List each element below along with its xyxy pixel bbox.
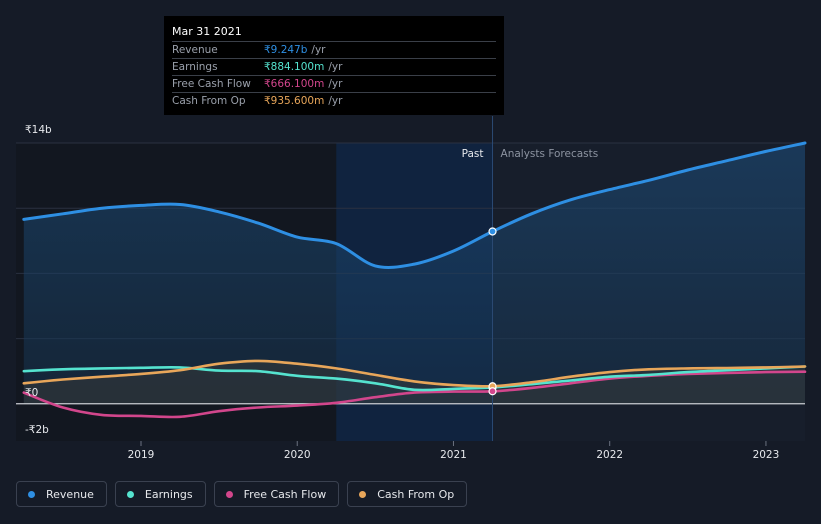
- cash-from-op-dot-icon: [359, 490, 367, 498]
- x-tick-label: 2021: [440, 449, 467, 461]
- x-tick-label: 2022: [596, 449, 623, 461]
- legend-item-revenue[interactable]: Revenue: [16, 481, 107, 507]
- tooltip-row-cash-from-op: Cash From Op ₹935.600m /yr: [172, 92, 496, 109]
- revenue-area: [23, 143, 806, 404]
- tooltip-unit: /yr: [311, 44, 326, 56]
- series-line-free-cash-flow: [22, 370, 807, 419]
- tooltip-unit: /yr: [328, 95, 343, 107]
- tooltip-value: ₹935.600m: [264, 95, 325, 107]
- x-tick-label: 2023: [753, 449, 780, 461]
- tooltip-unit: /yr: [328, 61, 343, 73]
- x-tick-label: 2019: [128, 449, 155, 461]
- tooltip: Mar 31 2021 Revenue ₹9.247b /yr Earnings…: [164, 16, 504, 115]
- x-tick-label: 2020: [284, 449, 311, 461]
- tooltip-row-free-cash-flow: Free Cash Flow ₹666.100m /yr: [172, 75, 496, 92]
- series-line-revenue: [22, 141, 807, 269]
- series-line-cash-from-op: [22, 359, 807, 388]
- legend-label: Free Cash Flow: [243, 487, 327, 501]
- tooltip-row-earnings: Earnings ₹884.100m /yr: [172, 58, 496, 75]
- forecast-label: Analysts Forecasts: [501, 148, 599, 160]
- tooltip-label: Earnings: [172, 61, 218, 73]
- legend-label: Cash From Op: [377, 487, 455, 501]
- tooltip-value: ₹9.247b: [264, 44, 308, 56]
- tooltip-row-revenue: Revenue ₹9.247b /yr: [172, 41, 496, 58]
- tooltip-date: Mar 31 2021: [172, 25, 242, 38]
- y-tick-label: -₹2b: [25, 424, 49, 436]
- legend-label: Revenue: [46, 487, 94, 501]
- marker-revenue: [488, 227, 497, 236]
- earnings-dot-icon: [126, 490, 134, 498]
- y-tick-label: ₹0: [25, 387, 38, 399]
- past-label: Past: [462, 148, 484, 160]
- legend-item-cash-from-op[interactable]: Cash From Op: [347, 481, 468, 507]
- marker-free-cash-flow: [488, 387, 497, 396]
- legend-label: Earnings: [144, 487, 193, 501]
- free-cash-flow-dot-icon: [225, 490, 233, 498]
- tooltip-label: Cash From Op: [172, 95, 246, 107]
- tooltip-value: ₹666.100m: [264, 78, 325, 90]
- legend-item-earnings[interactable]: Earnings: [114, 481, 206, 507]
- tooltip-value: ₹884.100m: [264, 61, 325, 73]
- tooltip-label: Revenue: [172, 44, 218, 56]
- tooltip-unit: /yr: [328, 78, 343, 90]
- tooltip-label: Free Cash Flow: [172, 78, 251, 90]
- series-line-earnings: [22, 365, 807, 392]
- revenue-dot-icon: [28, 490, 35, 498]
- chart: ₹14b ₹0 -₹2b 2019 2020 2021 2022 2023 Past Analys…: [16, 116, 807, 461]
- legend: Revenue Earnings Free Cash Flow Cash Fro…: [16, 481, 468, 507]
- y-tick-label: ₹14b: [25, 124, 52, 136]
- legend-item-free-cash-flow[interactable]: Free Cash Flow: [213, 481, 340, 507]
